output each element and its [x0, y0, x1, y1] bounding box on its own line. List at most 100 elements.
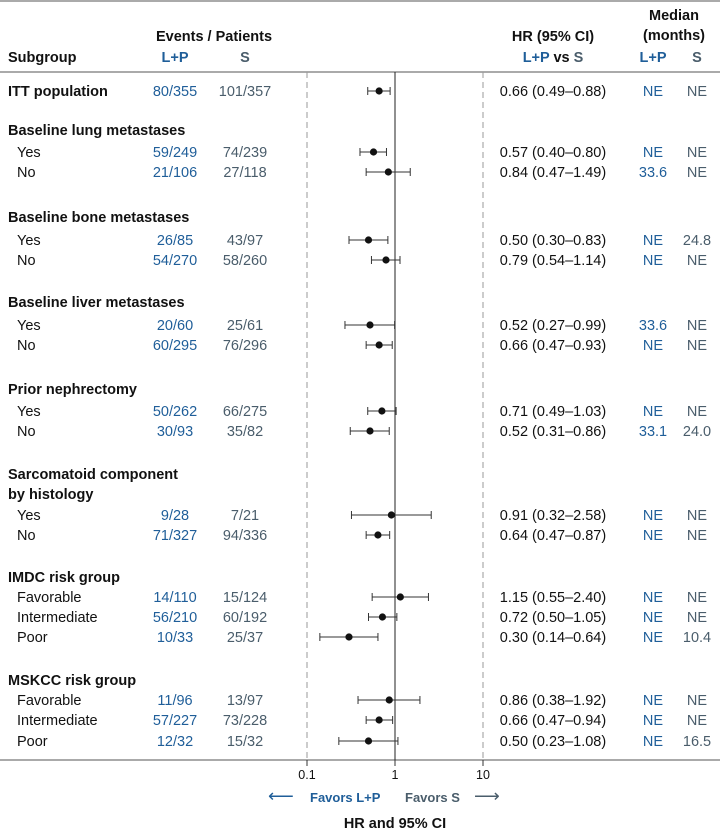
median-s: NE — [687, 84, 707, 100]
hr-point — [375, 87, 383, 95]
header-hr-compare: L+P vs S — [523, 50, 584, 66]
median-lp: NE — [643, 84, 663, 100]
median-lp: 33.1 — [639, 424, 667, 440]
row-label: Intermediate — [17, 713, 98, 729]
median-s: NE — [687, 713, 707, 729]
median-s: NE — [687, 318, 707, 334]
hr-point — [369, 148, 378, 156]
subgroup-label: ITT population — [8, 84, 108, 100]
events-s: 25/61 — [227, 318, 263, 334]
hr-point — [375, 341, 383, 349]
row-label: No — [17, 165, 36, 181]
subgroup-header: Baseline lung metastases — [8, 123, 185, 139]
events-lp: 59/249 — [153, 145, 197, 161]
hr-point — [345, 633, 353, 641]
median-s: 24.8 — [683, 233, 711, 249]
hr-ci-text: 0.52 (0.27–0.99) — [500, 318, 606, 334]
events-s: 27/118 — [223, 165, 266, 181]
hr-point — [375, 716, 383, 724]
median-s: NE — [687, 693, 707, 709]
row-label: No — [17, 253, 36, 269]
events-s: 73/228 — [223, 713, 267, 729]
events-lp: 50/262 — [153, 404, 197, 420]
hr-ci-text: 0.86 (0.38–1.92) — [500, 693, 606, 709]
favors-s-arrow: ⟶ — [474, 786, 500, 806]
hr-ci-text: 0.50 (0.23–1.08) — [500, 734, 606, 750]
row-label: Poor — [17, 630, 48, 646]
x-tick-label: 10 — [476, 768, 490, 782]
events-lp: 80/355 — [153, 84, 197, 100]
subgroup-header: IMDC risk group — [8, 570, 120, 586]
median-lp: NE — [643, 610, 663, 626]
row-label: Favorable — [17, 693, 81, 709]
median-lp: 33.6 — [639, 165, 667, 181]
row-label: Yes — [17, 508, 41, 524]
row-label: Poor — [17, 734, 48, 750]
hr-point — [366, 321, 374, 329]
header-events-patients: Events / Patients — [156, 29, 272, 45]
row-label: No — [17, 338, 36, 354]
favors-lp-label: Favors L+P — [310, 790, 381, 805]
median-s: NE — [687, 528, 707, 544]
median-lp: NE — [643, 508, 663, 524]
hr-point — [364, 236, 373, 244]
events-s: 58/260 — [223, 253, 267, 269]
hr-ci-text: 0.30 (0.14–0.64) — [500, 630, 606, 646]
events-lp: 14/110 — [153, 590, 196, 606]
events-s: 25/37 — [227, 630, 263, 646]
median-s: NE — [687, 590, 707, 606]
x-tick-label: 0.1 — [298, 768, 315, 782]
x-axis-ticks: 0.1 1 10 — [298, 760, 490, 782]
median-lp: NE — [643, 253, 663, 269]
events-s: 13/97 — [227, 693, 263, 709]
row-label: Yes — [17, 318, 41, 334]
events-s: 94/336 — [223, 528, 267, 544]
row-label: Yes — [17, 145, 41, 161]
subgroup-header: Baseline liver metastases — [8, 295, 185, 311]
median-lp: NE — [643, 713, 663, 729]
hr-ci-text: 0.72 (0.50–1.05) — [500, 610, 606, 626]
events-lp: 71/327 — [153, 528, 197, 544]
row-label: Yes — [17, 404, 41, 420]
row-label: No — [17, 528, 36, 544]
events-lp: 21/106 — [153, 165, 197, 181]
hr-ci-text: 0.66 (0.49–0.88) — [500, 84, 606, 100]
median-s: NE — [687, 338, 707, 354]
hr-point — [396, 593, 404, 601]
median-lp: NE — [643, 338, 663, 354]
hr-point — [384, 168, 392, 176]
median-s: NE — [687, 610, 707, 626]
subgroup-header: by histology — [8, 487, 93, 503]
favors-s-label: Favors S — [405, 790, 460, 805]
events-s: 74/239 — [223, 145, 267, 161]
hr-ci-text: 0.84 (0.47–1.49) — [500, 165, 606, 181]
events-lp: 20/60 — [157, 318, 193, 334]
events-s: 15/124 — [223, 590, 267, 606]
row-label: Yes — [17, 233, 41, 249]
events-s: 66/275 — [223, 404, 267, 420]
hr-point — [378, 407, 386, 415]
row-label: Favorable — [17, 590, 81, 606]
events-s: 43/97 — [227, 233, 263, 249]
hr-ci-text: 0.52 (0.31–0.86) — [500, 424, 606, 440]
events-s: 60/192 — [223, 610, 267, 626]
hr-ci-text: 0.66 (0.47–0.94) — [500, 713, 606, 729]
hr-ci-text: 1.15 (0.55–2.40) — [500, 590, 606, 606]
events-s: 7/21 — [231, 508, 259, 524]
hr-ci-text: 0.57 (0.40–0.80) — [500, 145, 606, 161]
events-lp: 57/227 — [153, 713, 197, 729]
header-median: Median — [649, 8, 699, 24]
hr-ci-text: 0.66 (0.47–0.93) — [500, 338, 606, 354]
hr-point — [364, 737, 373, 745]
events-s: 101/357 — [219, 84, 271, 100]
hr-ci-text: 0.64 (0.47–0.87) — [500, 528, 606, 544]
hr-ci-text: 0.50 (0.30–0.83) — [500, 233, 606, 249]
row-label: No — [17, 424, 36, 440]
median-lp: NE — [643, 528, 663, 544]
median-lp: NE — [643, 145, 663, 161]
subgroup-header: MSKCC risk group — [8, 673, 136, 689]
hr-point — [382, 256, 390, 264]
events-s: 15/32 — [227, 734, 263, 750]
median-s: NE — [687, 165, 707, 181]
